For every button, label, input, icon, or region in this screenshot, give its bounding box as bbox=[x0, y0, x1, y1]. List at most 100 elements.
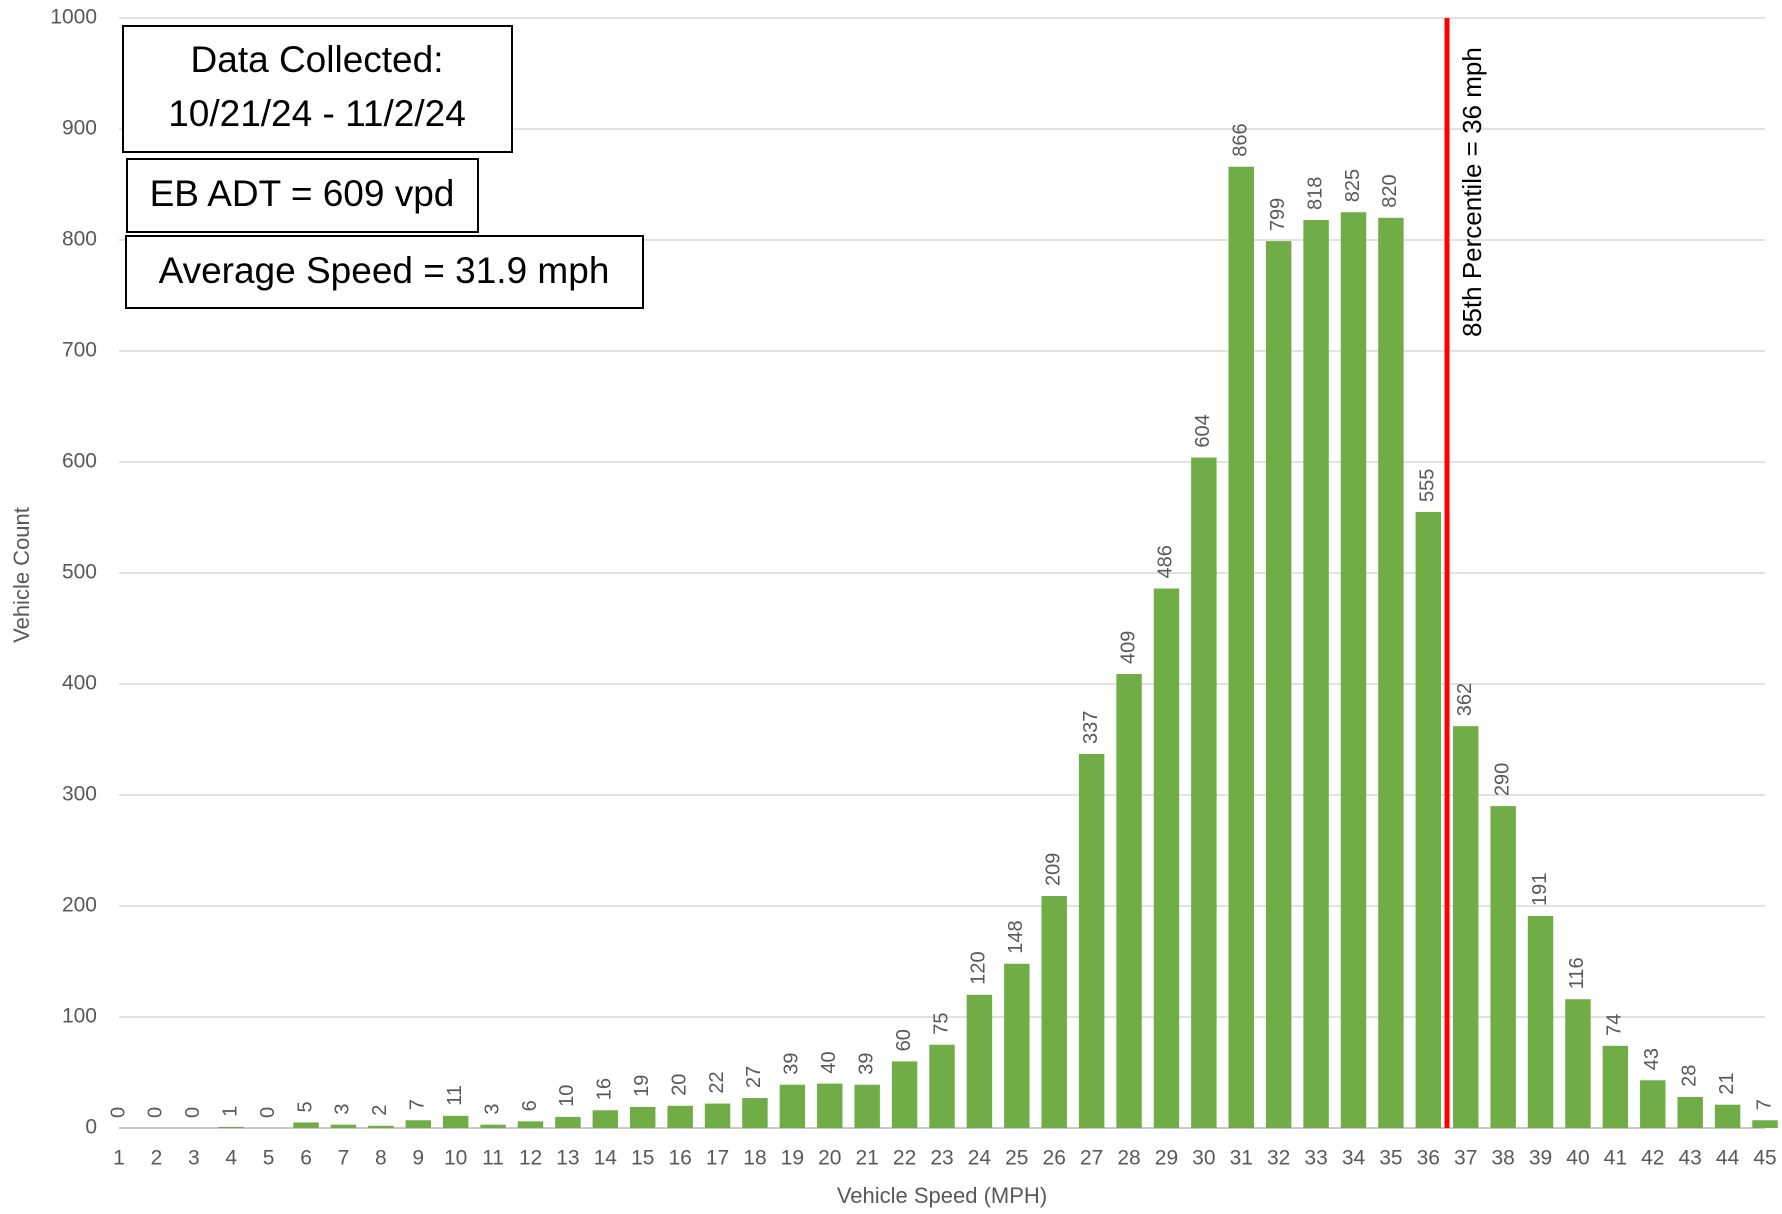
bar bbox=[592, 1110, 619, 1128]
x-tick-label: 40 bbox=[1566, 1147, 1589, 1170]
x-tick-label: 30 bbox=[1192, 1147, 1215, 1170]
bar bbox=[1677, 1096, 1703, 1128]
data-label: 11 bbox=[444, 1085, 466, 1106]
x-tick-label: 42 bbox=[1641, 1147, 1664, 1170]
data-label: 604 bbox=[1192, 414, 1214, 447]
x-tick-label: 26 bbox=[1043, 1147, 1066, 1170]
x-tick-label: 24 bbox=[968, 1147, 992, 1170]
x-tick-label: 39 bbox=[1529, 1147, 1552, 1170]
bar bbox=[442, 1115, 469, 1128]
x-tick-label: 29 bbox=[1155, 1147, 1178, 1170]
data-label: 555 bbox=[1417, 469, 1439, 502]
data-label: 799 bbox=[1267, 198, 1289, 231]
x-tick-label: 8 bbox=[375, 1147, 387, 1170]
x-axis-title: Vehicle Speed (MPH) bbox=[837, 1183, 1047, 1208]
bar bbox=[1116, 674, 1142, 1128]
bar bbox=[1490, 806, 1516, 1128]
annotation-frame bbox=[122, 25, 513, 153]
bar bbox=[1527, 915, 1554, 1128]
bar bbox=[854, 1084, 880, 1128]
bar bbox=[1453, 726, 1479, 1128]
bar bbox=[218, 1126, 244, 1128]
data-label: 7 bbox=[1753, 1099, 1775, 1110]
data-label: 866 bbox=[1230, 123, 1252, 156]
data-label: 0 bbox=[145, 1107, 167, 1118]
x-tick-label: 27 bbox=[1080, 1147, 1103, 1170]
bar bbox=[1415, 511, 1442, 1128]
x-tick-label: 12 bbox=[519, 1147, 542, 1170]
data-label: 28 bbox=[1678, 1065, 1700, 1087]
data-label: 3 bbox=[332, 1104, 354, 1115]
bar bbox=[555, 1116, 581, 1128]
bar bbox=[1378, 217, 1404, 1129]
data-label: 5 bbox=[294, 1101, 316, 1112]
bar bbox=[293, 1122, 319, 1128]
bar bbox=[1191, 457, 1217, 1128]
bar bbox=[1228, 166, 1254, 1129]
data-label: 10 bbox=[556, 1085, 578, 1107]
data-label: 191 bbox=[1529, 873, 1551, 906]
data-label: 120 bbox=[968, 951, 990, 984]
bar bbox=[704, 1103, 731, 1128]
y-tick-label: 200 bbox=[62, 894, 97, 917]
annotation-frame bbox=[125, 235, 644, 309]
data-label: 2 bbox=[369, 1105, 391, 1116]
data-label: 337 bbox=[1080, 711, 1102, 744]
y-tick-label: 0 bbox=[85, 1116, 97, 1139]
bar bbox=[1714, 1104, 1741, 1128]
data-label: 39 bbox=[781, 1052, 803, 1074]
bar bbox=[1640, 1080, 1666, 1128]
bar bbox=[1265, 241, 1292, 1129]
data-label: 0 bbox=[107, 1107, 129, 1118]
bar bbox=[1041, 896, 1067, 1128]
data-label: 290 bbox=[1491, 763, 1513, 796]
bar bbox=[667, 1105, 693, 1128]
bar bbox=[742, 1098, 768, 1128]
data-label: 40 bbox=[818, 1051, 840, 1073]
data-label: 1 bbox=[220, 1106, 242, 1117]
data-label: 116 bbox=[1566, 957, 1588, 989]
bar bbox=[966, 994, 993, 1128]
data-label: 39 bbox=[855, 1052, 877, 1074]
x-tick-label: 36 bbox=[1417, 1147, 1440, 1170]
bar bbox=[330, 1124, 357, 1128]
data-label: 22 bbox=[706, 1071, 728, 1093]
x-tick-label: 22 bbox=[893, 1147, 916, 1170]
x-tick-label: 4 bbox=[225, 1147, 237, 1170]
y-tick-label: 100 bbox=[62, 1005, 97, 1028]
data-label: 825 bbox=[1342, 169, 1364, 202]
data-label: 820 bbox=[1379, 174, 1401, 207]
data-label: 16 bbox=[594, 1078, 616, 1100]
x-tick-label: 16 bbox=[668, 1147, 691, 1170]
y-tick-label: 500 bbox=[62, 561, 97, 584]
bar bbox=[1153, 588, 1180, 1128]
annotation-text: Data Collected: bbox=[191, 39, 444, 80]
x-tick-label: 2 bbox=[151, 1147, 163, 1170]
data-label: 20 bbox=[668, 1074, 690, 1096]
bar bbox=[1004, 963, 1030, 1128]
data-label: 818 bbox=[1304, 177, 1326, 210]
x-tick-label: 10 bbox=[444, 1147, 467, 1170]
x-tick-label: 37 bbox=[1454, 1147, 1477, 1170]
data-label: 27 bbox=[743, 1066, 765, 1088]
data-label: 60 bbox=[893, 1029, 915, 1051]
x-tick-label: 23 bbox=[930, 1147, 953, 1170]
bar bbox=[1303, 220, 1329, 1128]
x-tick-label: 14 bbox=[594, 1147, 618, 1170]
annotation-frame bbox=[126, 158, 479, 233]
data-label: 43 bbox=[1641, 1048, 1663, 1070]
data-label: 7 bbox=[407, 1099, 429, 1110]
x-tick-label: 18 bbox=[743, 1147, 766, 1170]
annotation-box: Average Speed = 31.9 mph bbox=[125, 235, 644, 309]
x-tick-label: 21 bbox=[856, 1147, 879, 1170]
x-tick-label: 6 bbox=[300, 1147, 312, 1170]
x-tick-label: 33 bbox=[1304, 1147, 1327, 1170]
annotation-text: 10/21/24 - 11/2/24 bbox=[168, 93, 466, 134]
bar bbox=[891, 1061, 918, 1128]
bar bbox=[817, 1083, 843, 1128]
bar bbox=[368, 1125, 394, 1128]
y-tick-label: 1000 bbox=[50, 6, 97, 29]
bar bbox=[779, 1084, 806, 1128]
data-label: 21 bbox=[1716, 1072, 1738, 1094]
